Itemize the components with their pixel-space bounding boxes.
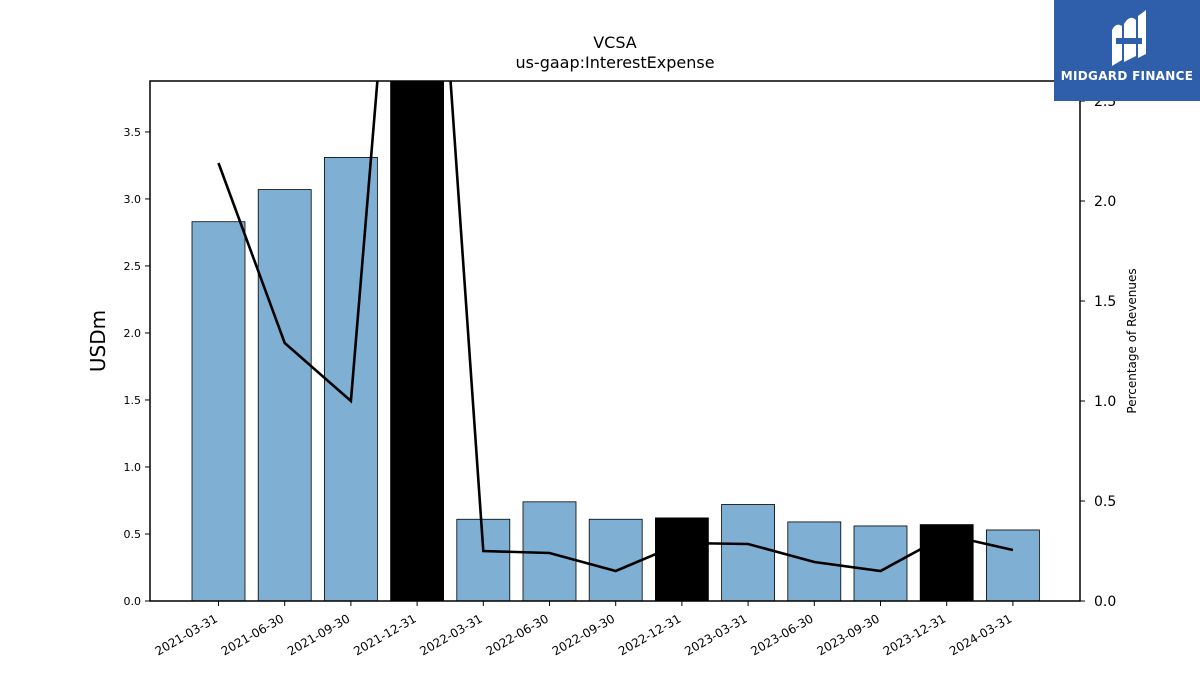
chart-title: VCSA — [593, 33, 637, 52]
x-tick-label: 2021-09-30 — [285, 611, 352, 658]
x-tick-label: 2021-03-31 — [153, 611, 220, 658]
y2-tick-label: 1.5 — [1094, 294, 1116, 310]
bar-2021-06-30 — [257, 189, 312, 601]
x-tick-label: 2021-06-30 — [219, 611, 286, 658]
logo-mark-icon — [1112, 10, 1146, 67]
y-tick-label: 0.0 — [124, 595, 142, 608]
x-tick-label: 2023-12-31 — [881, 611, 948, 658]
y2-tick-label: 2.0 — [1094, 194, 1116, 210]
bar-2022-09-30 — [588, 518, 643, 601]
y2-tick-label: 0.5 — [1094, 494, 1116, 510]
line-group — [217, 81, 1014, 573]
percentage-line — [217, 81, 1014, 573]
y2-tick-label: 1.0 — [1094, 394, 1116, 410]
x-tick-label: 2024-03-31 — [947, 611, 1014, 658]
y-tick-label: 2.0 — [124, 327, 142, 340]
y-tick-label: 3.5 — [124, 126, 142, 139]
x-tick-label: 2023-03-31 — [682, 611, 749, 658]
y2-axis-label: Percentage of Revenues — [1125, 268, 1139, 413]
chart-subtitle: us-gaap:InterestExpense — [515, 53, 714, 72]
y2-tick-label: 0.0 — [1094, 594, 1116, 610]
bar-2023-09-30 — [853, 525, 908, 601]
bar-2024-03-31 — [986, 529, 1040, 601]
bar-2022-12-31 — [655, 517, 709, 601]
brand-logo: MIDGARD FINANCE — [1054, 0, 1200, 101]
y-tick-label: 2.5 — [124, 260, 142, 273]
x-tick-label: 2022-12-31 — [616, 611, 683, 658]
bar-group — [191, 81, 1040, 601]
x-tick-label: 2021-12-31 — [351, 611, 418, 658]
plot-frame — [149, 80, 1081, 602]
x-tick-label: 2023-09-30 — [815, 611, 882, 658]
bar-2021-12-31 — [390, 81, 445, 601]
bar-2021-09-30 — [323, 156, 378, 601]
bar-2021-03-31 — [191, 221, 246, 601]
y-tick-label: 0.5 — [124, 528, 142, 541]
bar-2023-03-31 — [721, 504, 775, 601]
x-tick-label: 2023-06-30 — [748, 611, 815, 658]
logo-text: MIDGARD FINANCE — [1060, 69, 1194, 83]
bar-2022-03-31 — [456, 518, 511, 601]
y-tick-label: 1.0 — [124, 461, 142, 474]
bar-2023-12-31 — [919, 524, 974, 601]
y-tick-label: 1.5 — [124, 394, 142, 407]
x-tick-label: 2022-09-30 — [550, 611, 617, 658]
y-tick-label: 3.0 — [124, 193, 142, 206]
y-axis-label: USDm — [86, 310, 110, 372]
x-tick-label: 2022-06-30 — [484, 611, 551, 658]
x-tick-label: 2022-03-31 — [417, 611, 484, 658]
